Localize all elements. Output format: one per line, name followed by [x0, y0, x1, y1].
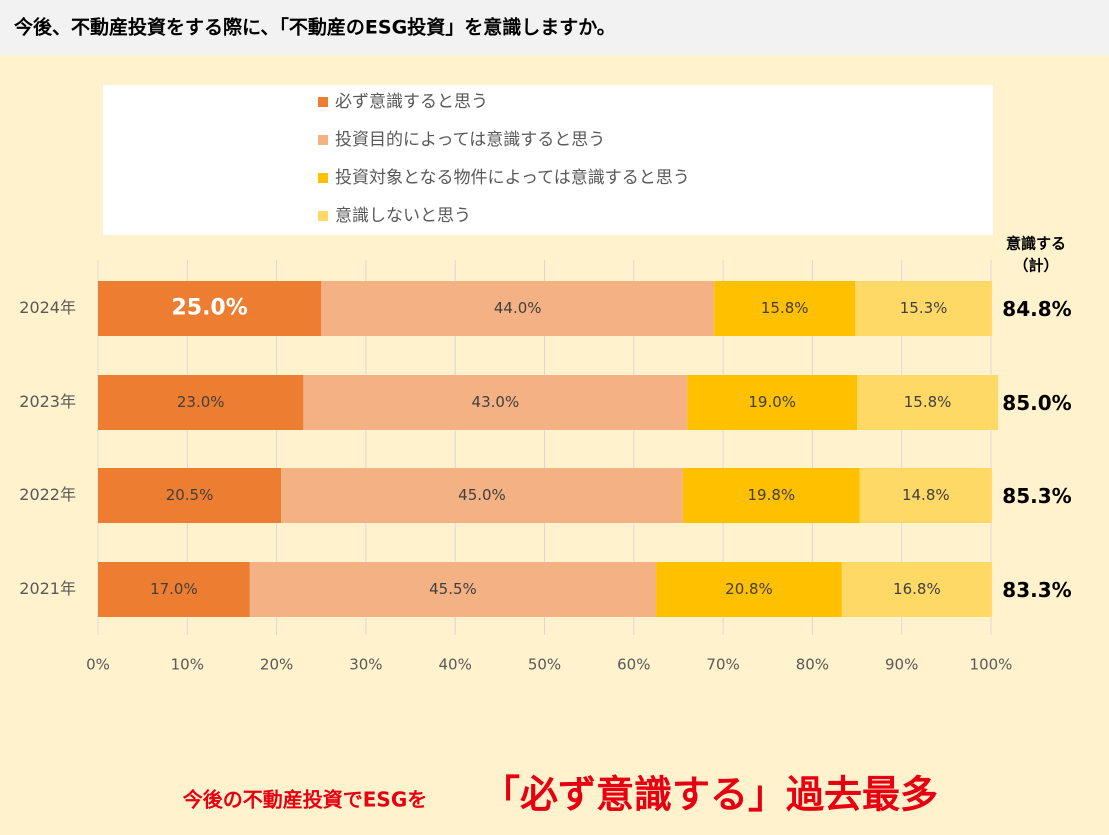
- total-label: 85.3%: [1002, 484, 1071, 508]
- data-label: 15.3%: [900, 299, 948, 317]
- bar-segment: [714, 281, 856, 336]
- data-label: 45.0%: [458, 486, 506, 504]
- bar-segment: [859, 468, 992, 523]
- x-tick-label: 20%: [260, 656, 293, 674]
- y-tick-label: 2024年: [19, 298, 76, 317]
- bar-segment: [687, 375, 858, 430]
- bar-segment: [857, 375, 999, 430]
- data-label: 16.8%: [893, 580, 941, 598]
- legend-label: 必ず意識すると思う: [335, 92, 488, 112]
- title-bar: [0, 0, 1109, 55]
- x-tick-label: 100%: [970, 656, 1013, 674]
- data-label: 19.0%: [748, 393, 796, 411]
- x-tick-label: 40%: [439, 656, 472, 674]
- x-tick-label: 30%: [349, 656, 382, 674]
- x-tick-label: 80%: [796, 656, 829, 674]
- bar-segment: [682, 468, 860, 523]
- y-tick-label: 2021年: [19, 579, 76, 598]
- x-tick-label: 70%: [706, 656, 739, 674]
- legend-label: 投資対象となる物件によっては意識すると思う: [335, 168, 690, 188]
- data-label: 19.8%: [747, 486, 795, 504]
- bar-segment: [281, 468, 683, 523]
- y-tick-label: 2023年: [19, 392, 76, 411]
- data-label: 15.8%: [904, 393, 952, 411]
- y-tick-label: 2022年: [19, 485, 76, 504]
- bar-segment: [841, 562, 992, 617]
- bar-segment: [98, 468, 282, 523]
- data-label: 44.0%: [494, 299, 542, 317]
- data-label: 23.0%: [177, 393, 225, 411]
- data-label: 14.8%: [902, 486, 950, 504]
- total-title: （計）: [1013, 257, 1058, 275]
- bar-segment: [321, 281, 715, 336]
- bar-segment: [656, 562, 842, 617]
- x-tick-label: 10%: [171, 656, 204, 674]
- data-label: 43.0%: [472, 393, 520, 411]
- legend-swatch: [318, 97, 328, 107]
- total-title: 意識する: [1006, 235, 1066, 253]
- bar-segment: [98, 562, 250, 617]
- annotation: 今後の不動産投資でESGを: [183, 788, 427, 812]
- total-label: 84.8%: [1002, 297, 1071, 321]
- legend-label: 意識しないと思う: [335, 206, 471, 226]
- total-label: 83.3%: [1002, 578, 1071, 602]
- legend-box: [103, 85, 993, 235]
- data-label: 15.8%: [761, 299, 809, 317]
- data-label: 17.0%: [150, 580, 198, 598]
- legend-swatch: [318, 211, 328, 221]
- data-label: 25.0%: [171, 296, 247, 321]
- x-tick-label: 0%: [86, 656, 110, 674]
- data-label: 20.5%: [166, 486, 214, 504]
- chart-title: 今後、不動産投資をする際に、「不動産のESG投資」を意識しますか。: [13, 16, 616, 39]
- legend-label: 投資目的によっては意識すると思う: [335, 130, 605, 150]
- annotation-highlight: 「必ず意識する」過去最多: [482, 773, 938, 817]
- data-label: 45.5%: [429, 580, 477, 598]
- x-tick-label: 60%: [617, 656, 650, 674]
- legend-swatch: [318, 135, 328, 145]
- bar-segment: [855, 281, 992, 336]
- bar-segment: [98, 375, 304, 430]
- bar-segment: [249, 562, 657, 617]
- x-tick-label: 50%: [528, 656, 561, 674]
- bar-segment: [98, 281, 322, 336]
- x-tick-label: 90%: [885, 656, 918, 674]
- total-label: 85.0%: [1002, 391, 1071, 415]
- legend-swatch: [318, 173, 328, 183]
- bar-segment: [303, 375, 688, 430]
- data-label: 20.8%: [725, 580, 773, 598]
